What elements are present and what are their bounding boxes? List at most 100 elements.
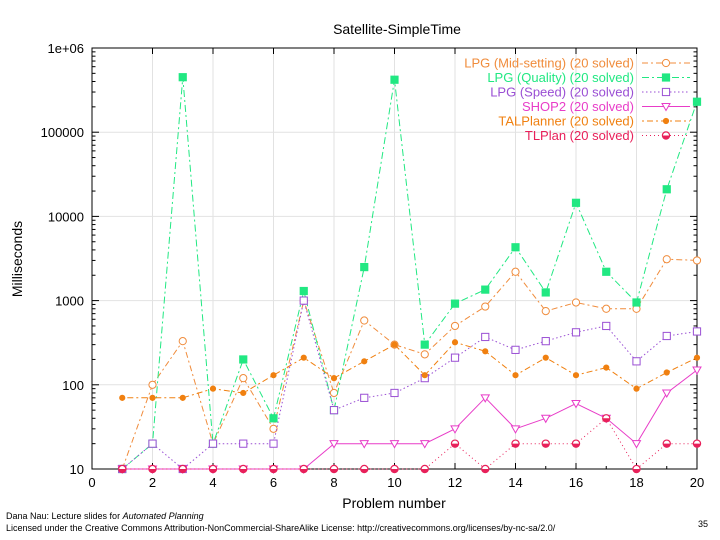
data-point bbox=[571, 298, 581, 307]
y-tick-label: 1000 bbox=[55, 294, 84, 309]
data-point bbox=[692, 366, 702, 375]
data-point bbox=[481, 302, 490, 311]
data-point bbox=[270, 372, 277, 379]
data-point bbox=[662, 185, 671, 194]
series-5 bbox=[119, 339, 701, 401]
data-point bbox=[179, 394, 186, 401]
data-point bbox=[118, 464, 127, 474]
series-1 bbox=[118, 255, 702, 474]
data-point bbox=[661, 389, 672, 398]
legend-marker bbox=[661, 131, 671, 140]
x-tick-label: 8 bbox=[330, 475, 337, 490]
data-point bbox=[481, 332, 490, 342]
data-point bbox=[541, 307, 550, 316]
data-point bbox=[662, 439, 671, 448]
data-point bbox=[571, 439, 581, 448]
y-tick-label: 1e+06 bbox=[47, 41, 84, 56]
data-point bbox=[451, 339, 459, 346]
data-point bbox=[692, 256, 702, 265]
data-point bbox=[299, 464, 308, 474]
data-point bbox=[360, 316, 369, 325]
legend-marker bbox=[661, 73, 671, 82]
series-line bbox=[122, 369, 698, 470]
data-point bbox=[481, 464, 490, 474]
series-line bbox=[122, 341, 698, 399]
data-point bbox=[178, 337, 187, 346]
legend-label: LPG (Quality) (20 solved) bbox=[487, 70, 634, 85]
legend: LPG (Mid-setting) (20 solved)LPG (Qualit… bbox=[464, 56, 690, 143]
data-point bbox=[359, 440, 370, 449]
data-point bbox=[603, 364, 610, 371]
x-tick-label: 10 bbox=[387, 475, 401, 490]
data-point bbox=[209, 385, 217, 392]
chart-title: Satellite-SimpleTime bbox=[333, 21, 461, 37]
x-tick-label: 4 bbox=[209, 475, 216, 490]
series-6 bbox=[118, 414, 702, 474]
data-point bbox=[693, 354, 701, 361]
y-tick-label: 100000 bbox=[41, 125, 84, 140]
data-point bbox=[571, 198, 581, 207]
legend-marker bbox=[662, 117, 670, 125]
data-point bbox=[450, 425, 460, 434]
data-point bbox=[662, 331, 671, 341]
data-point bbox=[692, 439, 702, 448]
data-point bbox=[148, 464, 157, 474]
slide-number: 35 bbox=[697, 519, 708, 529]
data-point bbox=[389, 440, 400, 449]
data-point bbox=[269, 464, 278, 474]
y-axis-label: Milliseconds bbox=[9, 221, 25, 297]
data-point bbox=[299, 296, 308, 305]
data-point bbox=[300, 354, 307, 361]
data-point bbox=[329, 406, 339, 415]
legend-label: TALPlanner (20 solved) bbox=[498, 114, 634, 129]
data-point bbox=[510, 425, 521, 434]
data-point bbox=[633, 385, 640, 392]
data-point bbox=[602, 321, 611, 331]
data-point bbox=[541, 288, 550, 297]
data-point bbox=[360, 393, 369, 402]
footer-license: Licensed under the Creative Commons Attr… bbox=[6, 523, 556, 533]
legend-label: LPG (Speed) (20 solved) bbox=[490, 85, 634, 100]
series-3 bbox=[118, 296, 702, 474]
data-point bbox=[420, 340, 429, 349]
data-point bbox=[480, 394, 491, 403]
data-point bbox=[511, 243, 520, 252]
data-point bbox=[240, 389, 247, 397]
y-tick-label: 10000 bbox=[48, 209, 84, 224]
legend-label: LPG (Mid-setting) (20 solved) bbox=[464, 56, 634, 71]
legend-marker bbox=[661, 58, 671, 68]
footer-credit-prefix: Dana Nau: Lecture slides for bbox=[6, 511, 123, 521]
x-tick-label: 6 bbox=[270, 475, 277, 490]
footer-book-title: Automated Planning bbox=[122, 511, 204, 521]
data-point bbox=[269, 414, 278, 423]
data-point bbox=[421, 372, 428, 379]
data-point bbox=[511, 439, 520, 448]
x-tick-label: 0 bbox=[88, 475, 95, 490]
x-axis-label: Problem number bbox=[342, 495, 446, 511]
data-point bbox=[541, 439, 550, 448]
data-point bbox=[239, 355, 248, 364]
data-point bbox=[450, 321, 460, 331]
data-point bbox=[329, 388, 339, 398]
x-tick-label: 16 bbox=[569, 475, 583, 490]
x-tick-label: 20 bbox=[690, 475, 704, 490]
data-point bbox=[542, 354, 549, 361]
data-point bbox=[269, 439, 278, 448]
footer-credit: Dana Nau: Lecture slides for Automated P… bbox=[6, 511, 204, 521]
data-point bbox=[239, 374, 248, 383]
data-point bbox=[420, 350, 429, 359]
data-point bbox=[450, 299, 460, 308]
data-point bbox=[572, 372, 580, 379]
data-point bbox=[602, 304, 611, 313]
data-point bbox=[420, 464, 429, 474]
data-point bbox=[571, 328, 581, 337]
legend-label: SHOP2 (20 solved) bbox=[522, 99, 634, 114]
data-point bbox=[208, 464, 218, 474]
data-point bbox=[239, 439, 248, 448]
data-point bbox=[541, 337, 550, 346]
data-point bbox=[299, 286, 308, 296]
data-point bbox=[361, 358, 368, 365]
data-point bbox=[692, 327, 702, 336]
x-tick-label: 14 bbox=[508, 475, 522, 490]
data-point bbox=[511, 267, 520, 276]
